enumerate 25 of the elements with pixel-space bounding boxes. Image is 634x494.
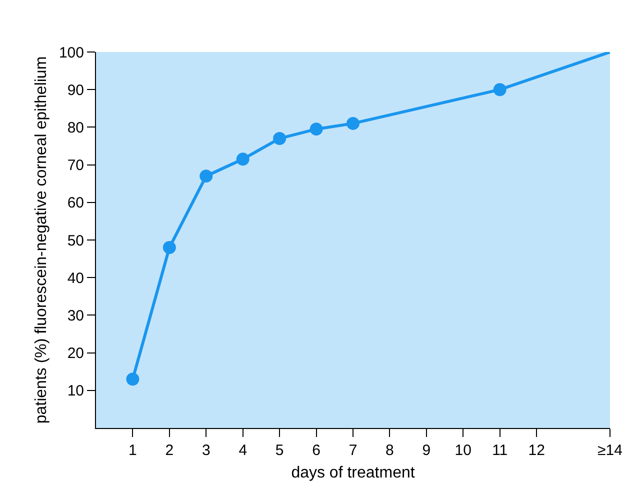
y-tick-label: 60: [67, 194, 84, 212]
x-tick-label: 2: [165, 442, 174, 459]
y-tick-label: 20: [67, 345, 84, 362]
x-tick-label: 3: [202, 442, 210, 459]
x-tick-label: 4: [238, 442, 248, 459]
y-tick-label: 10: [67, 382, 84, 400]
y-tick-label: 70: [67, 157, 84, 174]
y-tick-label: 30: [67, 307, 84, 324]
y-tick-label: 100: [58, 44, 84, 62]
y-tick-label: 90: [67, 82, 84, 99]
x-tick-label: 6: [312, 442, 320, 459]
x-tick-label: 1: [128, 442, 137, 459]
x-tick-label: 7: [348, 442, 358, 459]
x-tick-label: 8: [386, 442, 394, 459]
x-tick-label: 5: [275, 442, 284, 459]
x-tick-label: 10: [454, 442, 472, 459]
y-axis-title: patients (%) fluorescein-negative corneal epithelium: [32, 56, 50, 424]
x-tick-label: ≥14: [598, 442, 622, 459]
y-tick-label: 80: [67, 119, 84, 136]
y-tick-label: 40: [67, 270, 84, 287]
x-tick-label: 9: [422, 442, 431, 459]
x-tick-label: 11: [492, 442, 508, 459]
x-axis-title: days of treatment: [291, 464, 416, 482]
y-tick-label: 50: [67, 232, 84, 250]
x-tick-label: 12: [528, 442, 545, 459]
